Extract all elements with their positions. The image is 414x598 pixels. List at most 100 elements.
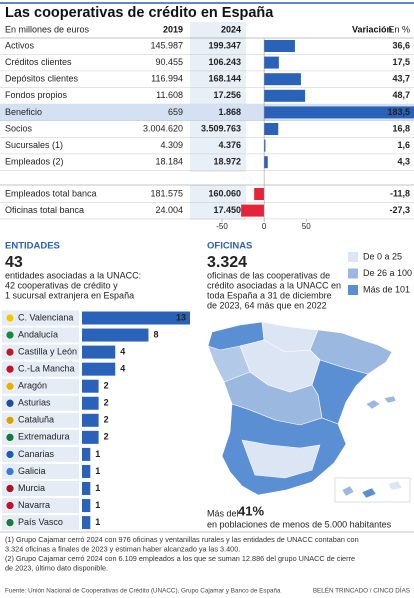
name-cell bbox=[2, 463, 79, 479]
description: toda España a 31 de diciembre bbox=[207, 290, 332, 300]
notes: (1) Grupo Cajamar cerró 2024 con 976 ofi… bbox=[0, 531, 414, 595]
row-label: Fondos propios bbox=[5, 90, 68, 100]
row-label: Créditos clientes bbox=[5, 57, 72, 67]
category-label: Cataluña bbox=[18, 415, 54, 425]
canarias-box bbox=[334, 477, 411, 503]
header-variation: Variación bbox=[352, 24, 392, 34]
value-label: 2 bbox=[104, 381, 109, 391]
value-label: 1 bbox=[95, 500, 100, 510]
value-label: 1 bbox=[95, 449, 100, 459]
category-label: Aragón bbox=[18, 381, 47, 391]
value-2019: 116.994 bbox=[151, 74, 183, 84]
value-2024: 160.060 bbox=[208, 188, 241, 198]
bar bbox=[82, 345, 116, 359]
value-2019: 181.575 bbox=[150, 188, 183, 198]
category-label: Andalucía bbox=[18, 329, 58, 339]
name-cell bbox=[2, 446, 79, 462]
category-label: C.-La Mancha bbox=[18, 364, 75, 374]
value-2019: 3.004.620 bbox=[143, 123, 183, 133]
value-2019: 90.455 bbox=[155, 57, 183, 67]
header-unit: En % bbox=[388, 24, 410, 34]
category-label: Navarra bbox=[18, 500, 50, 510]
row-label: Activos bbox=[5, 40, 35, 50]
variation-label: -11,8 bbox=[390, 188, 410, 198]
section-heading: ENTIDADES bbox=[5, 241, 60, 252]
credit: BELÉN TRINCADO / CINCO DÍAS bbox=[313, 586, 410, 595]
flag bbox=[5, 330, 15, 340]
section-heading: OFICINAS bbox=[207, 241, 252, 252]
value-2019: 4.309 bbox=[160, 140, 183, 150]
bar bbox=[82, 413, 99, 427]
note: de 2023, último dato disponible. bbox=[5, 563, 108, 572]
variation-label: 183,5 bbox=[387, 107, 410, 117]
value-2019: 659 bbox=[168, 107, 183, 117]
description: crédito asociadas a la UNACC en bbox=[207, 280, 341, 290]
name-cell bbox=[2, 481, 79, 496]
category-label: Asturias bbox=[18, 398, 51, 408]
bar bbox=[82, 362, 116, 376]
map-island bbox=[361, 487, 377, 499]
name-cell bbox=[2, 515, 79, 531]
note: 3.324 oficinas a finales de 2023 y estim… bbox=[5, 544, 240, 553]
value-2024: 3.509.763 bbox=[201, 123, 241, 133]
value-2019: 145.987 bbox=[150, 40, 183, 50]
value-label: 8 bbox=[153, 329, 158, 339]
variation-label: 43,7 bbox=[392, 74, 410, 84]
highlight-prefix: Más del bbox=[207, 508, 239, 518]
bar bbox=[82, 379, 99, 393]
value-label: 13 bbox=[176, 312, 186, 322]
map-region bbox=[241, 439, 321, 479]
flag bbox=[5, 501, 15, 510]
description: entidades asociadas a la UNACC: bbox=[5, 270, 141, 280]
row-label: Depósitos clientes bbox=[5, 74, 79, 84]
name-cell bbox=[2, 412, 79, 428]
variation-bar bbox=[264, 139, 266, 152]
map-island bbox=[341, 485, 355, 497]
variation-bar bbox=[264, 40, 295, 52]
name-cell bbox=[2, 361, 79, 377]
flag bbox=[5, 398, 15, 408]
value-2024: 17.256 bbox=[213, 90, 241, 100]
value-label: 1 bbox=[95, 483, 100, 493]
legend-swatch bbox=[348, 268, 358, 279]
value-2024: 18.972 bbox=[213, 157, 241, 167]
bar bbox=[82, 311, 190, 325]
value-2019: 24.004 bbox=[155, 205, 183, 215]
category-label: Castilla y León bbox=[18, 346, 77, 356]
bar bbox=[82, 328, 149, 342]
variation-label: 48,7 bbox=[392, 90, 410, 100]
row-label: Sucursales (1) bbox=[5, 140, 63, 150]
variation-bar bbox=[264, 73, 301, 86]
flag bbox=[5, 364, 15, 374]
name-cell bbox=[2, 498, 79, 514]
description: oficinas de las cooperativas de bbox=[207, 270, 330, 280]
name-cell bbox=[2, 429, 79, 445]
name-cell bbox=[2, 378, 79, 394]
flag bbox=[5, 347, 15, 357]
map-island bbox=[365, 399, 381, 410]
value-2024: 199.347 bbox=[208, 40, 241, 50]
header-year: 2019 bbox=[163, 24, 183, 34]
flag bbox=[5, 467, 15, 476]
count: 3.324 bbox=[207, 254, 247, 271]
legend-label: Más de 101 bbox=[363, 284, 410, 294]
category-label: C. Valenciana bbox=[18, 312, 73, 322]
bar bbox=[82, 430, 99, 444]
legend-swatch bbox=[348, 252, 358, 262]
variation-label: 1,6 bbox=[397, 140, 410, 150]
variation-label: 36,6 bbox=[392, 40, 410, 50]
value-label: 1 bbox=[95, 466, 100, 476]
bar bbox=[82, 499, 91, 513]
bar bbox=[82, 464, 91, 478]
map-island bbox=[387, 480, 403, 491]
name-cell bbox=[2, 310, 79, 326]
category-label: Canarias bbox=[18, 449, 55, 459]
bar bbox=[82, 516, 91, 530]
x-tick-label: 50 bbox=[302, 222, 311, 231]
note: (1) Grupo Cajamar cerró 2024 con 976 ofi… bbox=[5, 535, 359, 544]
row-label: Beneficio bbox=[5, 107, 42, 117]
value-label: 1 bbox=[95, 517, 100, 527]
value-2024: 168.144 bbox=[208, 74, 241, 84]
